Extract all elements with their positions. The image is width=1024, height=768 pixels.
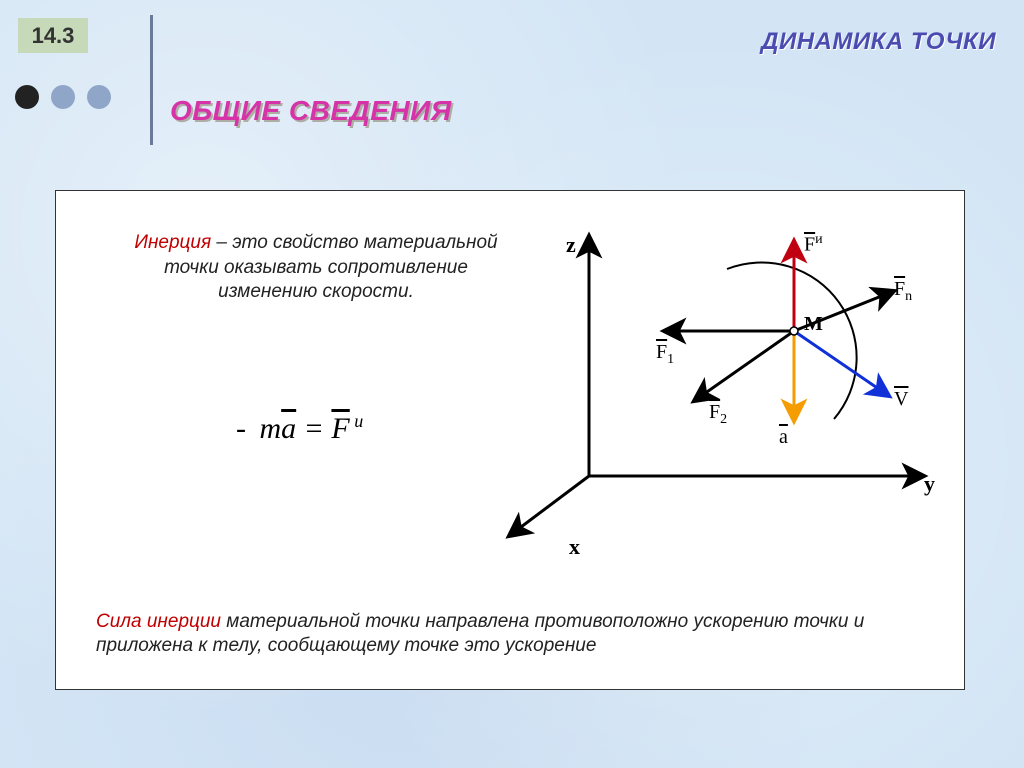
vector-diagram: zyxMFиaFnVF1F2 — [494, 216, 944, 546]
bottom-text: Сила инерции материальной точки направле… — [96, 610, 924, 659]
header-right: ДИНАМИКА ТОЧКИ — [761, 28, 996, 56]
definition-rest: – это свойство материальной точки оказыв… — [164, 232, 498, 302]
formula: - ma = F и — [236, 411, 363, 446]
slide-number-badge: 14.3 — [18, 18, 88, 53]
slide-number: 14.3 — [32, 23, 75, 49]
formula-F-sup: и — [350, 411, 364, 431]
bottom-term: Сила инерции — [96, 611, 221, 632]
formula-minus: - — [236, 412, 246, 445]
bullet-1 — [15, 85, 39, 109]
content-box: Инерция – это свойство материальной точк… — [55, 190, 965, 690]
page-title: ОБЩИЕ СВЕДЕНИЯ — [170, 95, 452, 127]
bullet-3 — [87, 85, 111, 109]
formula-m: m — [260, 412, 282, 445]
definition-text: Инерция – это свойство материальной точк… — [116, 231, 516, 305]
header-divider — [150, 15, 153, 145]
formula-F: F — [331, 412, 349, 446]
bullet-row — [15, 85, 111, 109]
slide: 14.3 ДИНАМИКА ТОЧКИ ОБЩИЕ СВЕДЕНИЯ Инерц… — [0, 0, 1024, 768]
diagram-svg — [494, 216, 944, 546]
bullet-2 — [51, 85, 75, 109]
definition-term: Инерция — [134, 232, 211, 253]
formula-eq: = — [304, 412, 332, 445]
formula-a: a — [281, 412, 296, 446]
